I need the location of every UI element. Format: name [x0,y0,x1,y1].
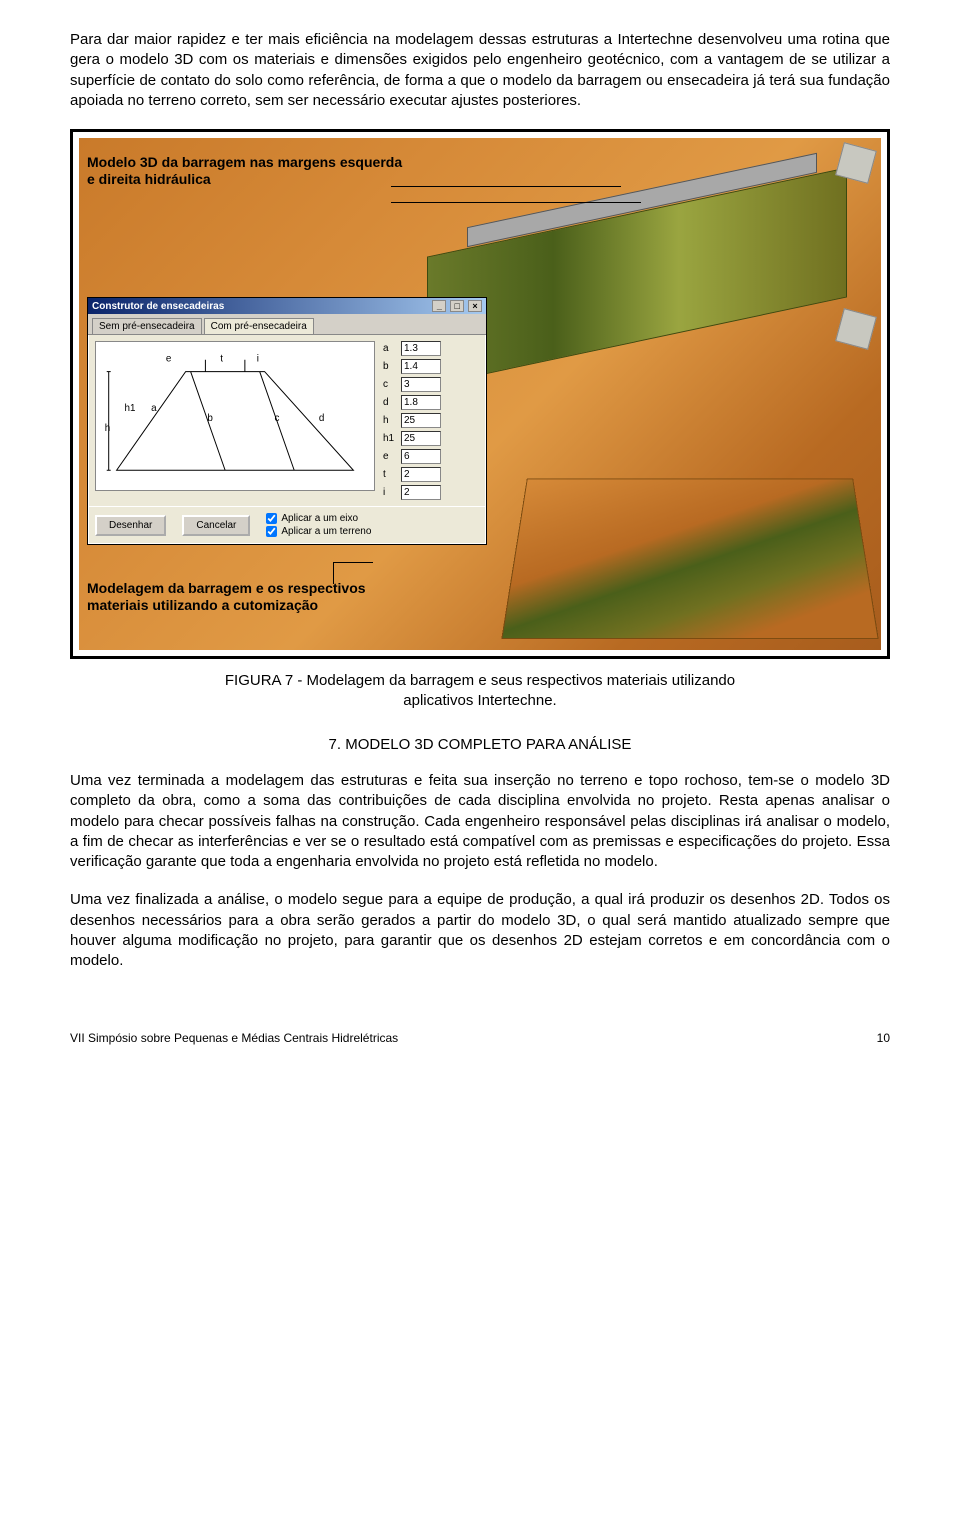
svg-text:t: t [220,354,223,365]
checkbox-apply-terrain-label: Aplicar a um terreno [281,526,371,537]
maximize-icon[interactable]: □ [450,300,464,312]
dialog-titlebar[interactable]: Construtor de ensecadeiras _ □ × [88,298,486,314]
callout-bottom-label: Modelagem da barragem e os respectivos m… [87,580,387,614]
figure-7-container: Modelo 3D da barragem nas margens esquer… [70,129,890,659]
param-input-t[interactable] [401,467,441,482]
checkbox-apply-axis-input[interactable] [266,513,277,524]
draw-button[interactable]: Desenhar [95,515,166,536]
checkbox-apply-axis-label: Aplicar a um eixo [281,513,358,524]
cross-section-diagram: e t i a b c d h h1 [95,341,375,491]
section-heading: 7. MODELO 3D COMPLETO PARA ANÁLISE [70,736,890,753]
param-label-a: a [383,343,397,354]
minimize-icon[interactable]: _ [432,300,446,312]
close-icon[interactable]: × [468,300,482,312]
ensecadeira-dialog: Construtor de ensecadeiras _ □ × Sem pré… [87,297,487,545]
intro-paragraph: Para dar maior rapidez e ter mais eficiê… [70,30,890,111]
svg-text:i: i [257,354,259,365]
tab-sem-pre[interactable]: Sem pré-ensecadeira [92,318,202,334]
param-label-h: h [383,415,397,426]
param-input-h[interactable] [401,413,441,428]
svg-text:a: a [151,403,157,414]
param-label-c: c [383,379,397,390]
callout-leader-line [391,186,621,187]
dialog-title: Construtor de ensecadeiras [92,301,224,312]
param-label-b: b [383,361,397,372]
param-label-i: i [383,487,397,498]
figure-caption: FIGURA 7 - Modelagem da barragem e seus … [70,671,890,710]
svg-text:e: e [166,354,172,365]
svg-text:h1: h1 [124,403,135,414]
svg-text:b: b [207,413,213,424]
callout-leader-line [333,562,373,563]
dam-model-lower [501,479,878,640]
param-input-c[interactable] [401,377,441,392]
checkbox-apply-axis[interactable]: Aplicar a um eixo [266,513,371,524]
callout-top-label: Modelo 3D da barragem nas margens esquer… [87,154,407,188]
dialog-body: e t i a b c d h h1 a b c d [88,335,486,507]
checkbox-apply-terrain[interactable]: Aplicar a um terreno [266,526,371,537]
param-input-i[interactable] [401,485,441,500]
cancel-button[interactable]: Cancelar [182,515,250,536]
tab-com-pre[interactable]: Com pré-ensecadeira [204,318,314,334]
dialog-tabs: Sem pré-ensecadeira Com pré-ensecadeira [88,314,486,335]
dialog-footer: Desenhar Cancelar Aplicar a um eixo Apli… [88,507,486,544]
callout-leader-line [391,202,641,203]
param-label-t: t [383,469,397,480]
param-input-d[interactable] [401,395,441,410]
svg-text:h: h [105,423,110,434]
param-input-a[interactable] [401,341,441,356]
param-label-d: d [383,397,397,408]
page-footer: VII Simpósio sobre Pequenas e Médias Cen… [70,1031,890,1045]
caption-line2: aplicativos Intertechne. [403,692,556,709]
param-label-h1: h1 [383,433,397,444]
footer-page-number: 10 [877,1031,890,1045]
footer-left: VII Simpósio sobre Pequenas e Médias Cen… [70,1031,398,1045]
param-label-e: e [383,451,397,462]
body-paragraph-2: Uma vez terminada a modelagem das estrut… [70,771,890,872]
svg-text:d: d [319,413,324,424]
param-input-b[interactable] [401,359,441,374]
svg-text:c: c [274,413,279,424]
param-input-h1[interactable] [401,431,441,446]
checkbox-apply-terrain-input[interactable] [266,526,277,537]
param-input-e[interactable] [401,449,441,464]
body-paragraph-3: Uma vez finalizada a análise, o modelo s… [70,890,890,971]
caption-line1: FIGURA 7 - Modelagem da barragem e seus … [225,672,735,689]
parameter-panel: a b c d h h1 e t i [383,341,441,500]
